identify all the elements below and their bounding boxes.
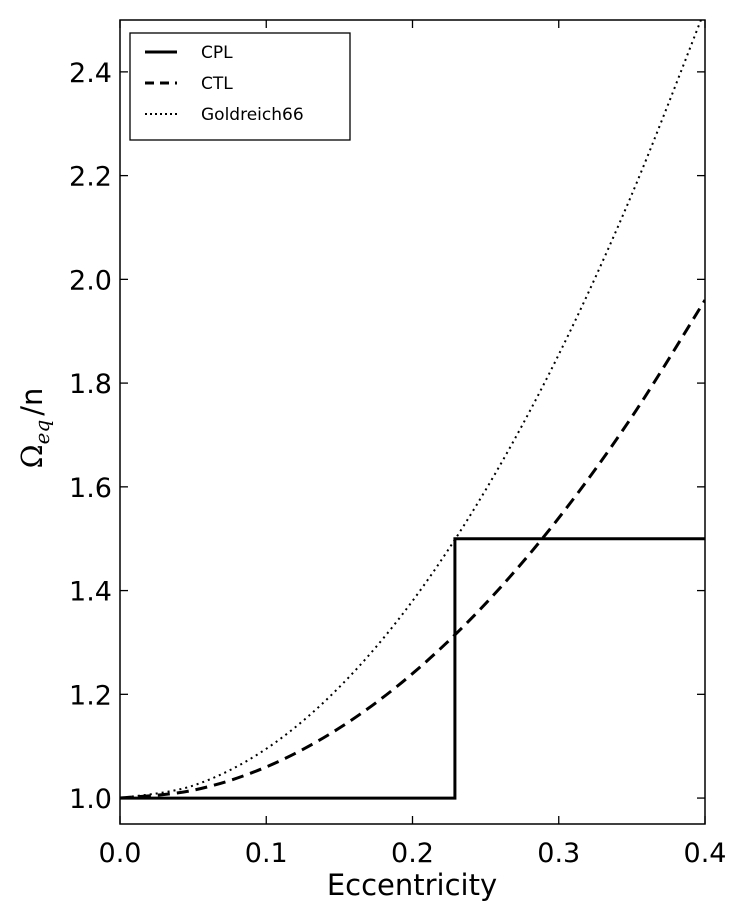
x-tick-label: 0.2	[391, 838, 434, 869]
legend: CPL CTL Goldreich66	[129, 32, 351, 141]
y-tick-label: 2.0	[69, 265, 112, 296]
y-tick-label: 1.8	[69, 369, 112, 400]
y-axis-suffix: /n	[15, 388, 49, 416]
legend-label-ctl: CTL	[201, 74, 233, 94]
x-tick-label: 0.1	[245, 838, 288, 869]
x-axis-label: Eccentricity	[327, 868, 497, 902]
legend-label-goldreich66: Goldreich66	[201, 105, 304, 125]
y-tick-label: 1.6	[69, 473, 112, 504]
y-tick-label: 1.0	[69, 784, 112, 815]
x-tick-label: 0.3	[537, 838, 580, 869]
legend-label-cpl: CPL	[201, 43, 233, 63]
series-line-cpl	[120, 537, 705, 800]
y-axis-label: Ωeq/n	[15, 388, 54, 469]
y-axis-subscript: eq	[30, 420, 54, 445]
series-line-ctl	[120, 299, 705, 800]
series-line-goldreich66	[120, 20, 703, 800]
y-tick-label: 2.2	[69, 162, 112, 193]
y-tick-label: 1.2	[69, 680, 112, 711]
y-tick-label: 1.4	[69, 577, 112, 608]
x-tick-label: 0.4	[684, 838, 727, 869]
x-tick-label: 0.0	[99, 838, 142, 869]
y-tick-label: 2.4	[69, 58, 112, 89]
y-axis-symbol: Ω	[15, 444, 49, 468]
